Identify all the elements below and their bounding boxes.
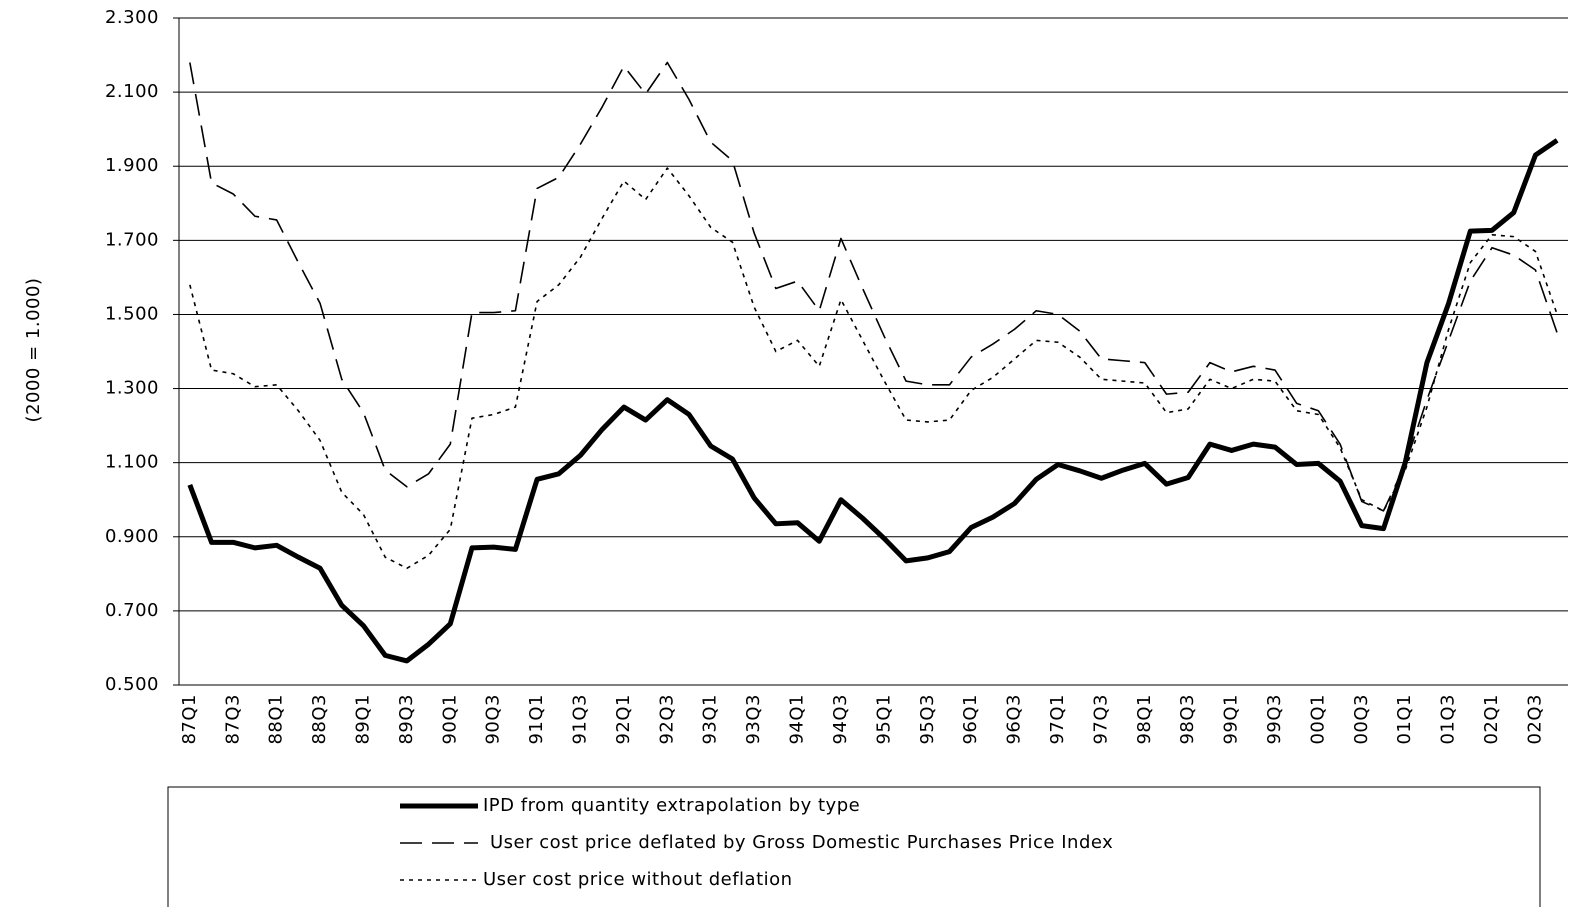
- x-tick-label: 87Q1: [179, 694, 200, 745]
- x-tick-label: 00Q3: [1351, 694, 1372, 745]
- x-tick-label: 89Q3: [396, 694, 417, 745]
- x-tick-label: 92Q3: [656, 694, 677, 745]
- y-tick-label: 0.500: [105, 674, 159, 695]
- x-tick-label: 88Q1: [266, 694, 287, 745]
- x-tick-label: 99Q3: [1264, 694, 1285, 745]
- x-tick-label: 91Q3: [570, 694, 591, 745]
- series-line: [189, 167, 1558, 570]
- x-tick-label: 98Q3: [1177, 694, 1198, 745]
- x-tick-label: 91Q1: [526, 694, 547, 745]
- y-tick-label: 2.100: [105, 81, 159, 102]
- legend-label: User cost price deflated by Gross Domest…: [490, 832, 1113, 853]
- y-axis-label: (2000 = 1.000): [23, 278, 44, 423]
- x-tick-label: 01Q1: [1394, 694, 1415, 745]
- x-tick-label: 96Q1: [960, 694, 981, 745]
- x-tick-label: 87Q3: [222, 694, 243, 745]
- y-tick-label: 1.700: [105, 229, 159, 250]
- x-tick-label: 94Q3: [830, 694, 851, 745]
- x-tick-label: 90Q1: [439, 694, 460, 745]
- x-tick-label: 98Q1: [1134, 694, 1155, 745]
- x-tick-label: 97Q1: [1047, 694, 1068, 745]
- legend-label: User cost price without deflation: [483, 869, 793, 890]
- x-tick-label: 95Q3: [917, 694, 938, 745]
- x-tick-label: 96Q3: [1004, 694, 1025, 745]
- x-tick-label: 02Q3: [1524, 694, 1545, 745]
- x-tick-label: 01Q3: [1438, 694, 1459, 745]
- x-tick-label: 97Q3: [1090, 694, 1111, 745]
- x-tick-label: 95Q1: [873, 694, 894, 745]
- series-line: [187, 138, 1559, 664]
- x-tick-label: 93Q3: [743, 694, 764, 745]
- x-tick-label: 90Q3: [483, 694, 504, 745]
- x-tick-label: 92Q1: [613, 694, 634, 745]
- y-tick-label: 2.300: [105, 7, 159, 28]
- series-line: [189, 61, 1558, 512]
- x-tick-label: 99Q1: [1221, 694, 1242, 745]
- y-tick-label: 0.900: [105, 526, 159, 547]
- y-tick-label: 0.700: [105, 600, 159, 621]
- x-tick-label: 02Q1: [1481, 694, 1502, 745]
- x-tick-label: 93Q1: [700, 694, 721, 745]
- y-tick-label: 1.900: [105, 155, 159, 176]
- y-tick-label: 1.500: [105, 303, 159, 324]
- legend-box: [167, 786, 1541, 907]
- x-tick-label: 88Q3: [309, 694, 330, 745]
- y-tick-label: 1.100: [105, 452, 159, 473]
- legend-label: IPD from quantity extrapolation by type: [483, 795, 860, 816]
- y-tick-label: 1.300: [105, 378, 159, 399]
- x-tick-label: 89Q1: [352, 694, 373, 745]
- x-tick-label: 94Q1: [787, 694, 808, 745]
- x-tick-label: 00Q1: [1307, 694, 1328, 745]
